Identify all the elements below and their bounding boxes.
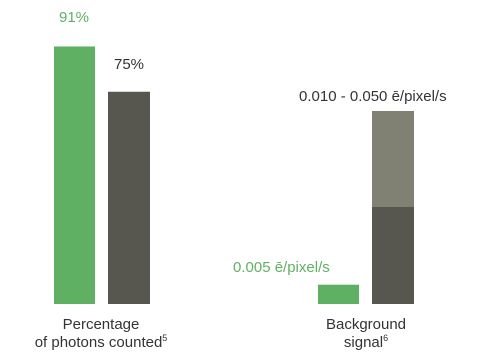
category-label-background-line1: Background <box>326 316 406 333</box>
data-label-photons-green: 91% <box>59 9 89 26</box>
footnote-6: 6 <box>383 333 388 343</box>
category-label-background-line2: signal6 <box>344 333 388 351</box>
category-label-photons-line2: of photons counted5 <box>35 333 168 351</box>
category-label-photons-text: of photons counted <box>35 334 163 351</box>
data-label-photons-dark: 75% <box>114 56 144 73</box>
category-label-background-text: signal <box>344 334 383 351</box>
bar-background-signal-dark-high <box>372 111 414 207</box>
footnote-5: 5 <box>162 333 167 343</box>
data-label-background-green: 0.005 ē/pixel/s <box>233 259 330 276</box>
bar-photons-counted-green <box>54 46 95 304</box>
bar-photons-counted-dark <box>108 91 150 304</box>
bar-background-signal-dark-low <box>372 207 414 304</box>
bar-background-signal-green <box>318 284 359 304</box>
category-label-photons-line1: Percentage <box>63 316 140 333</box>
data-label-background-dark: 0.010 - 0.050 ē/pixel/s <box>299 88 447 105</box>
